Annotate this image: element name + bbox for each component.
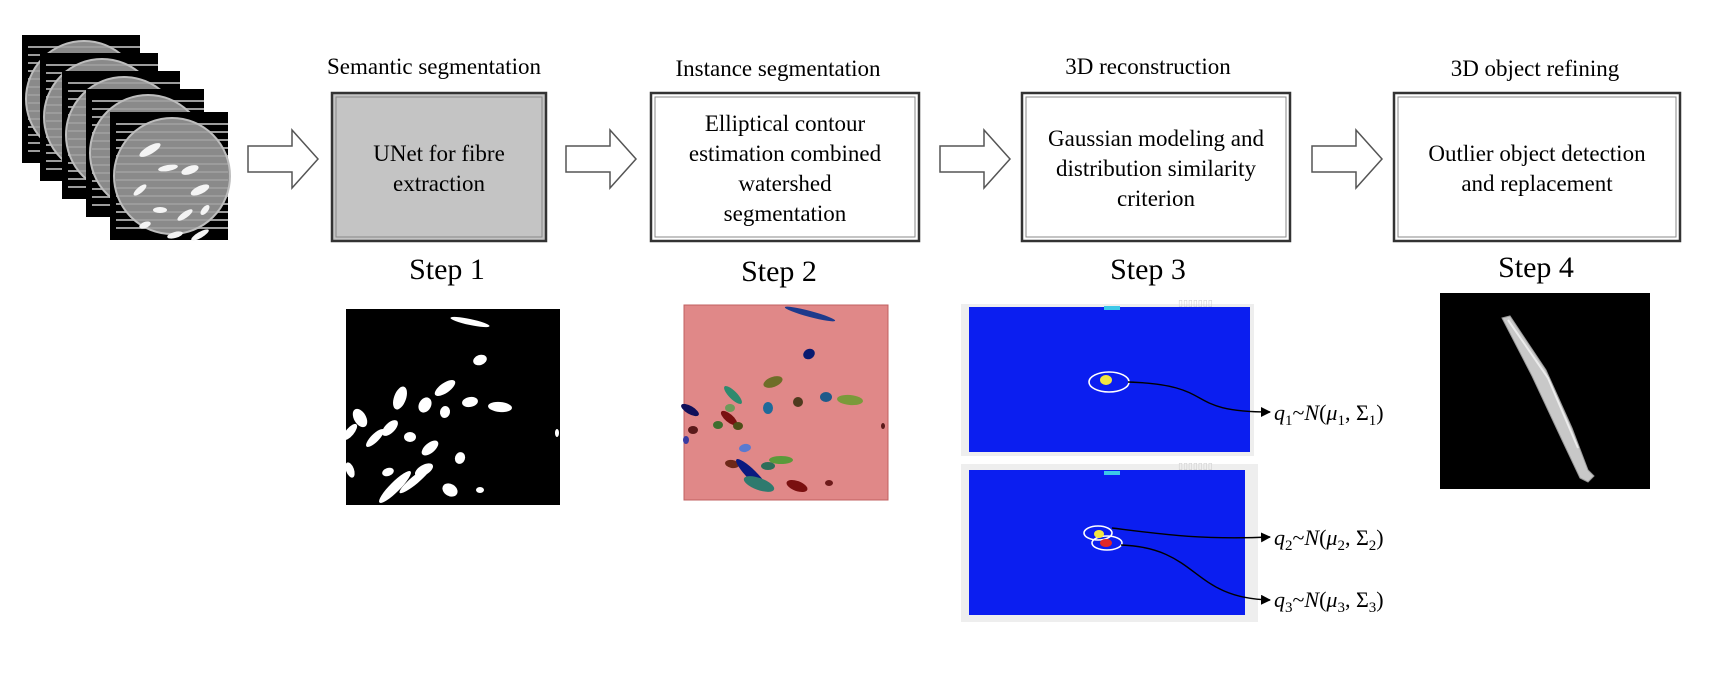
eq3-sub: 3 — [1285, 600, 1293, 616]
stage-4-box-line-1: Outlier object detection — [1428, 141, 1646, 166]
flow-arrow-1 — [247, 128, 320, 190]
fibre-blob-yellow-2 — [1094, 530, 1104, 538]
stage-3-header: 3D reconstruction — [1065, 54, 1231, 79]
eq2-sub: 2 — [1285, 538, 1293, 554]
stage-1-box-line-2: extraction — [393, 171, 485, 196]
flow-arrow-4 — [1311, 128, 1384, 190]
stage-2-box-line-4: segmentation — [724, 201, 847, 226]
eq2-mu-sub: 2 — [1337, 538, 1345, 554]
eq1-sub: 1 — [1285, 413, 1293, 429]
binary-mask-image — [342, 309, 560, 505]
refined-fibre-object — [1501, 315, 1595, 483]
connector-curve-2 — [1111, 527, 1271, 543]
eq1-var: q — [1274, 400, 1285, 425]
eq2-var: q — [1274, 525, 1285, 550]
fibre-blob-red — [1100, 539, 1112, 547]
stage-2-box-line-2: estimation combined — [689, 141, 882, 166]
stage-2-box: Elliptical contour estimation combined w… — [649, 91, 921, 243]
eq3-sigma-sub: 3 — [1369, 600, 1377, 616]
recon-slice-top: ▯▯▯▯▯▯▯ — [961, 298, 1254, 456]
eq3-mu-sub: 3 — [1337, 600, 1345, 616]
eq1-sigma-sub: 1 — [1369, 413, 1377, 429]
stage-3-box-line-2: distribution similarity — [1056, 156, 1256, 181]
eq3-var: q — [1274, 587, 1285, 612]
gaussian-ellipse-3 — [1091, 535, 1123, 551]
ct-slice-5 — [110, 112, 231, 241]
svg-text:▯▯▯▯▯▯▯: ▯▯▯▯▯▯▯ — [1178, 461, 1213, 471]
ct-slice-stack — [22, 35, 231, 241]
stage-1-header: Semantic segmentation — [327, 54, 541, 79]
equation-2: q2~N(μ2, Σ2) — [1274, 525, 1384, 554]
stage-3-box: Gaussian modeling and distribution simil… — [1020, 91, 1292, 243]
recon-slice-bottom: ▯▯▯▯▯▯▯ — [961, 461, 1258, 622]
connector-curve-1 — [1127, 381, 1271, 417]
stage-4-box-line-2: and replacement — [1461, 171, 1613, 196]
step-1-label: Step 1 — [409, 253, 485, 286]
stage-1-box: UNet for fibre extraction — [330, 91, 548, 243]
stage-3-box-line-1: Gaussian modeling and — [1048, 126, 1264, 151]
stage-3-box-line-3: criterion — [1117, 186, 1195, 211]
step-4-label: Step 4 — [1498, 251, 1574, 284]
stage-4-box: Outlier object detection and replacement — [1392, 91, 1682, 243]
equation-1: q1~N(μ1, Σ1) — [1274, 400, 1384, 429]
step-3-label: Step 3 — [1110, 253, 1186, 286]
svg-text:q3~N(μ3, Σ3): q3~N(μ3, Σ3) — [1274, 587, 1384, 616]
step-2-label: Step 2 — [741, 255, 817, 288]
equation-3: q3~N(μ3, Σ3) — [1274, 587, 1384, 616]
fibre-blob-yellow-1 — [1100, 375, 1112, 385]
stage-1-box-line-1: UNet for fibre — [373, 141, 505, 166]
svg-text:q2~N(μ2, Σ2): q2~N(μ2, Σ2) — [1274, 525, 1384, 554]
connector-curve-3 — [1120, 544, 1271, 605]
stage-2-header: Instance segmentation — [675, 56, 881, 81]
eq1-mu-sub: 1 — [1337, 413, 1345, 429]
svg-text:▯▯▯▯▯▯▯: ▯▯▯▯▯▯▯ — [1178, 298, 1213, 308]
stage-2-box-line-1: Elliptical contour — [705, 111, 866, 136]
gaussian-ellipse-2 — [1083, 525, 1113, 541]
instance-segmentation-image — [681, 304, 889, 501]
stage-2-box-line-3: watershed — [738, 171, 832, 196]
flow-arrow-2 — [565, 128, 638, 190]
refined-3d-object-image — [1440, 293, 1650, 489]
flow-arrow-3 — [939, 128, 1012, 190]
eq2-sigma-sub: 2 — [1369, 538, 1377, 554]
stage-4-header: 3D object refining — [1451, 56, 1620, 81]
svg-text:q1~N(μ1, Σ1): q1~N(μ1, Σ1) — [1274, 400, 1384, 429]
